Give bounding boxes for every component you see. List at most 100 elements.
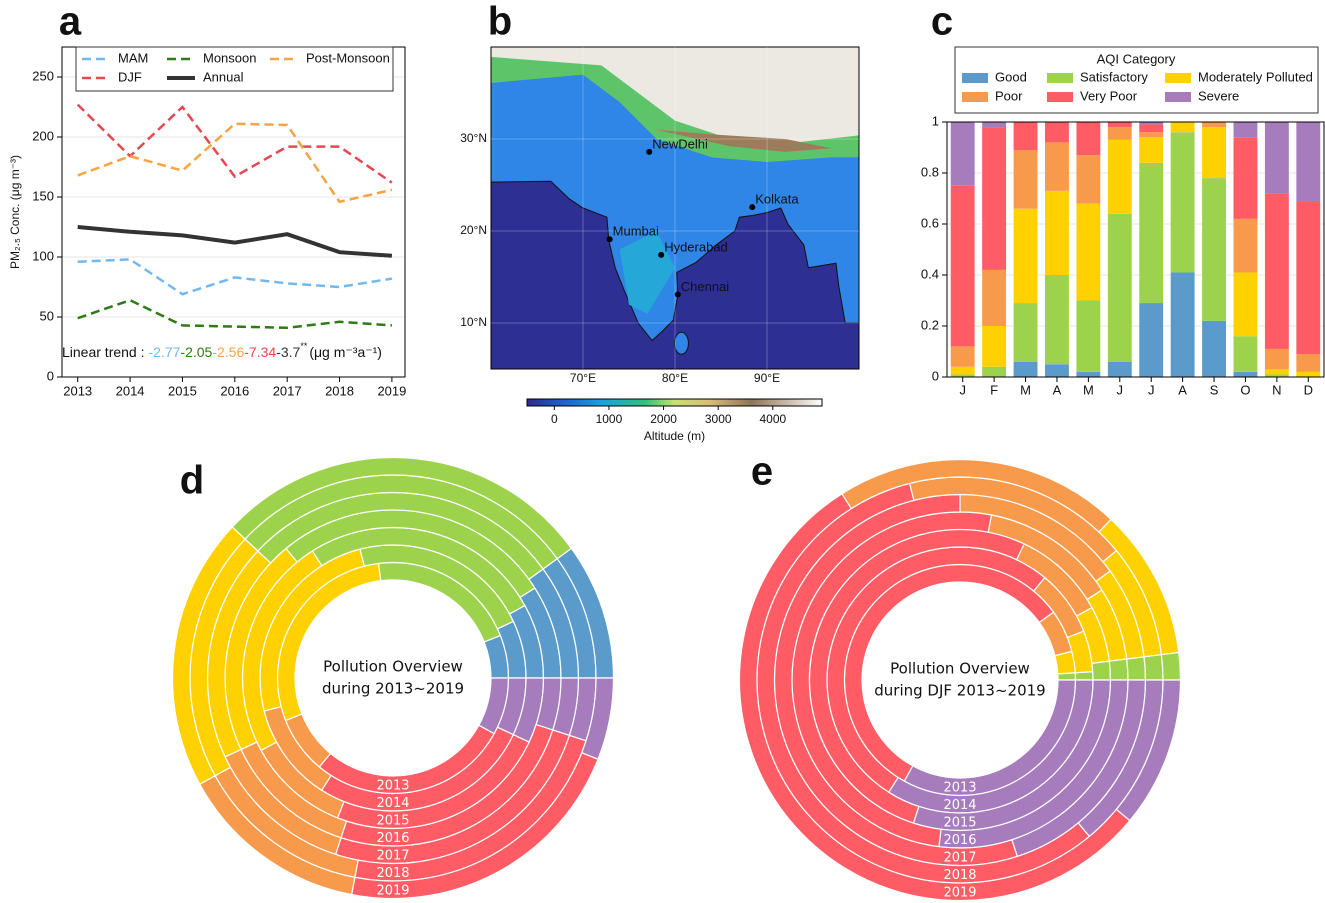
x-tick-label: 2017 xyxy=(273,383,302,398)
bar-segment xyxy=(982,326,1006,367)
x-tick-label: S xyxy=(1210,382,1219,397)
bar-segment xyxy=(1296,354,1320,372)
bar-segment xyxy=(1202,321,1226,377)
ring-label: 2019 xyxy=(376,883,409,898)
line-series xyxy=(78,124,392,202)
y-tick-label: 100 xyxy=(32,248,54,263)
ring-label: 2017 xyxy=(376,848,409,863)
x-tick-label: 80°E xyxy=(662,371,688,385)
legend-swatch xyxy=(962,73,988,83)
x-tick-label: 2013 xyxy=(63,383,92,398)
panel-label: e xyxy=(751,450,773,494)
ring-label: 2017 xyxy=(943,850,976,865)
x-tick-label: A xyxy=(1178,382,1187,397)
panel-label: d xyxy=(180,459,204,503)
line-series xyxy=(78,259,392,294)
x-tick-label: O xyxy=(1240,382,1250,397)
bar-segment xyxy=(1139,163,1163,303)
legend-label: Good xyxy=(995,69,1027,84)
ring-label: 2014 xyxy=(943,798,976,813)
trend-value: -2.05 xyxy=(180,344,212,360)
bar-segment xyxy=(951,186,975,347)
bar-segment xyxy=(1045,275,1069,364)
y-tick-label: 250 xyxy=(32,68,54,83)
trend-unit: (μg m⁻³a⁻¹) xyxy=(309,344,382,360)
ring-segment xyxy=(1161,652,1180,680)
city-label: Hyderabad xyxy=(664,239,728,254)
legend-label: Monsoon xyxy=(203,50,256,65)
y-tick-label: 0.4 xyxy=(921,266,939,281)
legend-label: Very Poor xyxy=(1080,88,1138,103)
sri-lanka xyxy=(674,332,688,354)
ring-label: 2015 xyxy=(943,815,976,830)
ring-label: 2018 xyxy=(376,866,409,881)
x-tick-label: 70°E xyxy=(570,371,596,385)
city-label: NewDelhi xyxy=(652,136,708,151)
bar-segment xyxy=(1014,209,1038,303)
center-text: during DJF 2013~2019 xyxy=(874,682,1045,700)
bar-segment xyxy=(1234,272,1258,336)
bar-segment xyxy=(1171,132,1195,272)
plot-frame xyxy=(62,47,405,377)
bar-segment xyxy=(982,270,1006,326)
line-series xyxy=(78,227,392,256)
trend-value: -3.7 xyxy=(276,344,300,360)
bar-segment xyxy=(982,127,1006,270)
x-tick-label: 2014 xyxy=(116,383,145,398)
colorbar-tick-label: 3000 xyxy=(705,412,732,426)
bar-segment xyxy=(1265,369,1289,374)
trend-value: -2.77 xyxy=(149,344,181,360)
bar-segment xyxy=(982,122,1006,127)
bar-segment xyxy=(1202,127,1226,178)
ring-segment xyxy=(1092,661,1111,680)
y-tick-label: 0 xyxy=(47,368,54,383)
colorbar-tick-label: 2000 xyxy=(650,412,677,426)
bar-segment xyxy=(951,367,975,375)
legend-swatch xyxy=(1165,92,1191,102)
bar-segment xyxy=(1171,122,1195,132)
trend-value: -2.56 xyxy=(212,344,244,360)
bar-segment xyxy=(1045,364,1069,377)
bar-segment xyxy=(1045,122,1069,142)
x-tick-label: 2015 xyxy=(168,383,197,398)
legend-swatch xyxy=(1047,92,1073,102)
x-tick-label: 2016 xyxy=(220,383,249,398)
ring-label: 2016 xyxy=(943,833,976,848)
x-tick-label: J xyxy=(1148,382,1155,397)
legend-swatch xyxy=(962,92,988,102)
bar-segment xyxy=(1202,122,1226,127)
bar-segment xyxy=(1202,178,1226,321)
colorbar xyxy=(527,399,822,406)
y-tick-label: 0.8 xyxy=(921,164,939,179)
legend-label: Satisfactory xyxy=(1080,69,1148,84)
x-tick-label: M xyxy=(1083,382,1094,397)
legend-label: Annual xyxy=(203,69,244,84)
bar-segment xyxy=(1265,349,1289,369)
x-tick-label: 2018 xyxy=(325,383,354,398)
bar-segment xyxy=(1108,214,1132,362)
bar-segment xyxy=(982,367,1006,377)
y-tick-label: 150 xyxy=(32,188,54,203)
ring-segment xyxy=(1144,655,1163,680)
trend-value: -7.34 xyxy=(244,344,276,360)
bar-segment xyxy=(1014,303,1038,362)
x-tick-label: F xyxy=(990,382,998,397)
bar-segment xyxy=(1296,372,1320,377)
panel-label: c xyxy=(931,0,953,44)
bar-segment xyxy=(1076,301,1100,372)
bar-segment xyxy=(1296,122,1320,201)
bar-segment xyxy=(1014,122,1038,150)
trend-label: Linear trend : xyxy=(62,344,145,360)
ring-label: 2018 xyxy=(943,868,976,883)
y-tick-label: 0 xyxy=(932,368,939,383)
y-tick-label: 0.2 xyxy=(921,317,939,332)
bar-segment xyxy=(951,122,975,186)
bar-segment xyxy=(1139,137,1163,163)
ring-label: 2013 xyxy=(943,780,976,795)
bar-segment xyxy=(1265,122,1289,193)
line-series xyxy=(78,300,392,328)
bar-segment xyxy=(1171,272,1195,377)
city-label: Chennai xyxy=(681,279,730,294)
bar-segment xyxy=(1076,155,1100,203)
bar-segment xyxy=(1108,122,1132,127)
